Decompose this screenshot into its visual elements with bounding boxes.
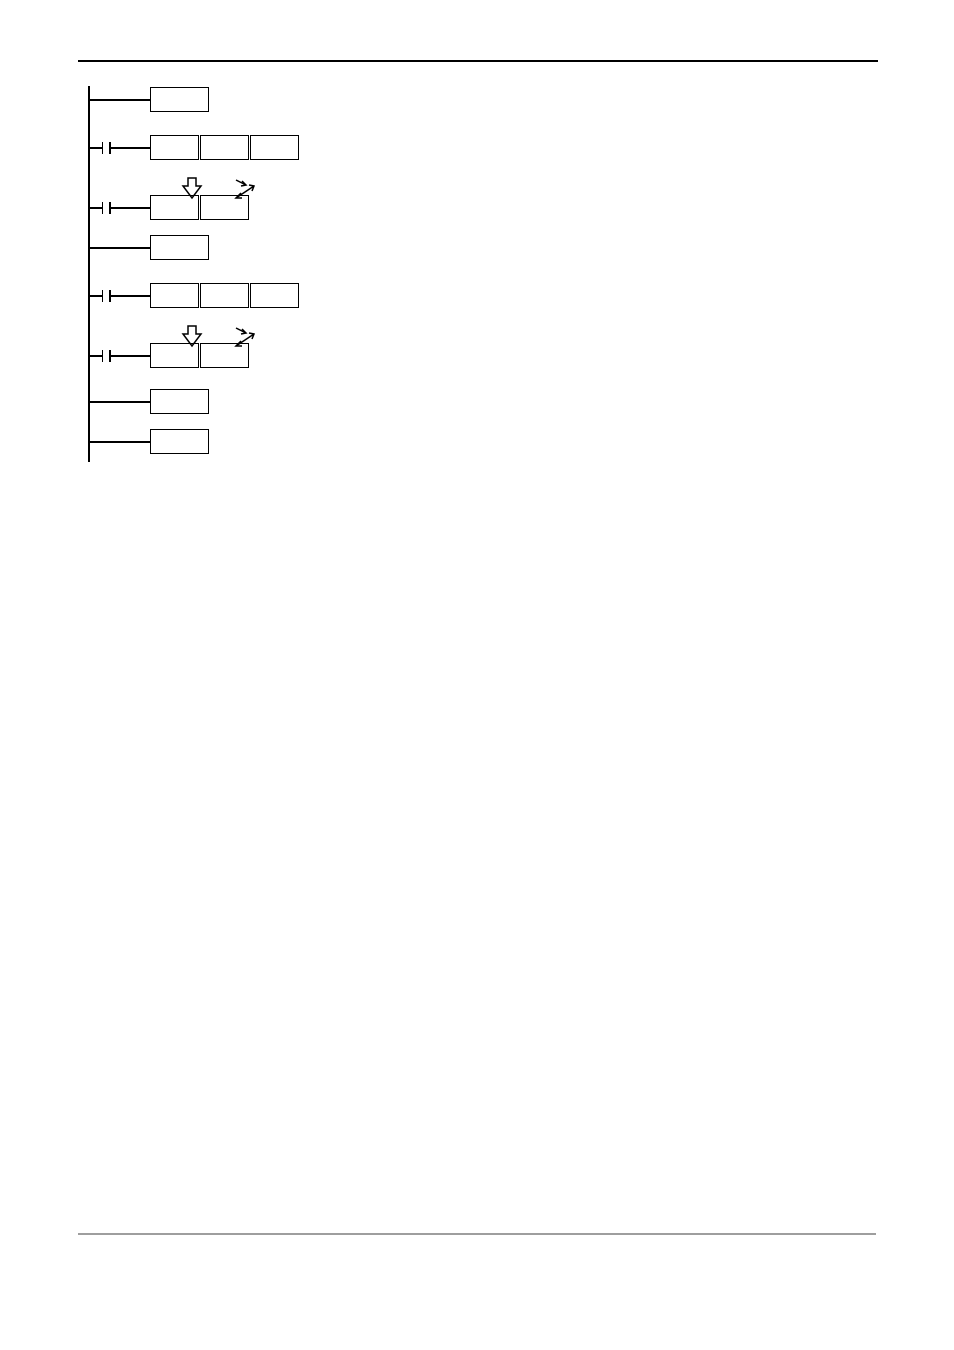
ladder-box [250, 135, 299, 160]
diagonal-arrow-icon [232, 324, 262, 350]
branch [88, 441, 150, 443]
down-arrow-icon [181, 324, 203, 348]
footer-rule [78, 1233, 876, 1235]
down-arrow-icon [181, 176, 203, 200]
branch [111, 207, 151, 209]
ladder-box [200, 283, 249, 308]
page [0, 0, 954, 1350]
ladder-box [150, 283, 199, 308]
ladder-box [200, 135, 249, 160]
ladder-box [150, 235, 209, 260]
branch [111, 355, 151, 357]
branch [111, 147, 151, 149]
ladder-box [150, 135, 199, 160]
branch [88, 247, 150, 249]
branch [88, 147, 102, 149]
branch [88, 99, 150, 101]
diagonal-arrow-icon [232, 176, 262, 202]
branch [88, 295, 102, 297]
ladder-box [150, 389, 209, 414]
contact-bar [102, 290, 104, 302]
busbar [88, 86, 90, 462]
branch [88, 207, 102, 209]
contact-bar [102, 142, 104, 154]
ladder-box [250, 283, 299, 308]
contact-bar [102, 350, 104, 362]
top-rule [78, 60, 878, 62]
branch [88, 401, 150, 403]
ladder-box [150, 87, 209, 112]
contact-bar [102, 202, 104, 214]
branch [111, 295, 151, 297]
branch [88, 355, 102, 357]
ladder-box [150, 429, 209, 454]
